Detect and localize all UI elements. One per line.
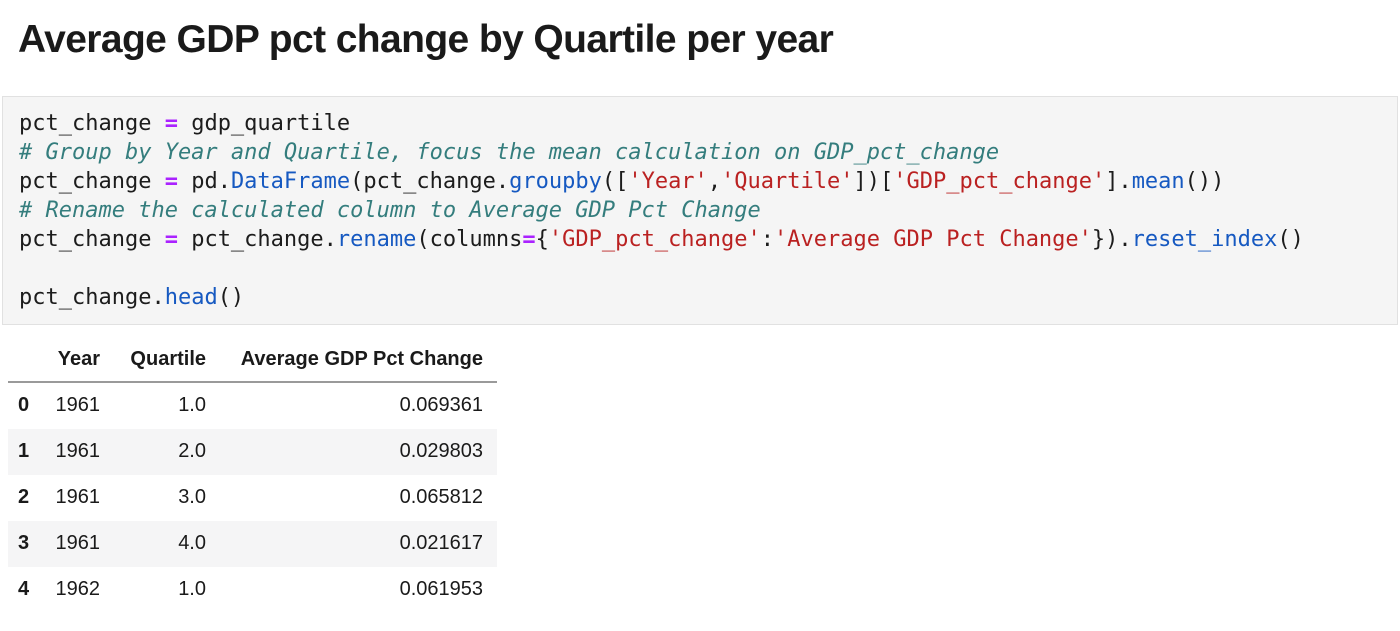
code-line: # Rename the calculated column to Averag… [19, 196, 1381, 225]
code-line: pct_change.head() [19, 283, 1381, 312]
table-row: 3 1961 4.0 0.021617 [8, 521, 497, 567]
code-token-func: rename [336, 227, 417, 252]
code-token-plain: { [535, 227, 549, 252]
year-cell: 1961 [55, 532, 101, 554]
code-token-plain: ])[ [853, 169, 894, 194]
code-token-op: = [164, 111, 178, 136]
code-line: pct_change = gdp_quartile [19, 109, 1381, 138]
row-index-cell: 4 [18, 578, 30, 600]
code-token-plain: pct_change. [177, 227, 337, 252]
code-token-op: = [164, 169, 178, 194]
code-token-str: 'Average GDP Pct Change' [774, 227, 1092, 252]
table-row: 0 1961 1.0 0.069361 [8, 382, 497, 429]
table-row: 4 1962 1.0 0.061953 [8, 567, 497, 613]
avg-gdp-pct-change-cell: 0.069361 [399, 394, 483, 416]
code-cell: pct_change = gdp_quartile # Group by Year… [2, 96, 1398, 325]
code-token-plain: () [217, 285, 245, 310]
code-token-plain: pct_change [19, 169, 165, 194]
code-token-plain: pct_change [19, 227, 165, 252]
code-token-func: DataFrame [230, 169, 351, 194]
column-header-avg-gdp-pct-change: Average GDP Pct Change [206, 339, 497, 383]
dataframe-body: 0 1961 1.0 0.069361 1 1961 2.0 0.029803 2 1961 3.0… [8, 382, 497, 613]
code-line: pct_change = pct_change.rename(columns={… [19, 225, 1381, 254]
code-line: pct_change = pd.DataFrame(pct_change.gro… [19, 167, 1381, 196]
code-token-plain: (columns [416, 227, 523, 252]
code-token-plain: () [1277, 227, 1304, 252]
quartile-cell: 1.0 [178, 394, 206, 416]
code-token-plain: ([ [601, 169, 629, 194]
column-header-quartile: Quartile [100, 339, 206, 383]
code-token-plain: pct_change [19, 111, 165, 136]
table-row: 2 1961 3.0 0.065812 [8, 475, 497, 521]
code-line [19, 254, 1381, 283]
code-token-func: mean [1131, 169, 1185, 194]
code-token-op: = [164, 227, 178, 252]
quartile-cell: 1.0 [178, 578, 206, 600]
avg-gdp-pct-change-cell: 0.021617 [399, 532, 483, 554]
code-token-op: = [522, 227, 536, 252]
column-header-year: Year [42, 339, 100, 383]
code-token-plain: ()) [1184, 169, 1225, 194]
avg-gdp-pct-change-cell: 0.061953 [399, 578, 483, 600]
header-row: Year Quartile Average GDP Pct Change [8, 339, 497, 383]
row-index-cell: 1 [18, 440, 30, 462]
code-token-plain: pct_change. [19, 285, 165, 310]
table-row: 1 1961 2.0 0.029803 [8, 429, 497, 475]
row-index-cell: 3 [18, 532, 30, 554]
code-token-comment: # Rename the calculated column to Averag… [19, 198, 761, 223]
code-token-str: 'GDP_pct_change' [893, 169, 1106, 194]
avg-gdp-pct-change-cell: 0.065812 [399, 486, 483, 508]
code-token-func: groupby [509, 169, 602, 194]
code-token-str: 'Quartile' [721, 169, 854, 194]
quartile-cell: 3.0 [178, 486, 206, 508]
row-index-cell: 2 [18, 486, 30, 508]
code-token-plain: , [707, 169, 722, 194]
code-token-plain: pd. [177, 169, 231, 194]
code-token-plain: : [760, 227, 775, 252]
code-token-plain: ]. [1105, 169, 1132, 194]
quartile-cell: 2.0 [178, 440, 206, 462]
avg-gdp-pct-change-cell: 0.029803 [399, 440, 483, 462]
year-cell: 1961 [55, 486, 101, 508]
year-cell: 1961 [55, 394, 101, 416]
code-token-func: head [164, 285, 218, 310]
row-index-cell: 0 [18, 394, 30, 416]
page-title: Average GDP pct change by Quartile per y… [18, 18, 834, 61]
code-token-plain: gdp_quartile [177, 111, 351, 136]
quartile-cell: 4.0 [178, 532, 206, 554]
code-token-plain: }). [1091, 227, 1132, 252]
code-line: # Group by Year and Quartile, focus the … [19, 138, 1381, 167]
code-token-plain: (pct_change. [350, 169, 510, 194]
year-cell: 1962 [55, 578, 101, 600]
dataframe-header: Year Quartile Average GDP Pct Change [8, 339, 497, 383]
dataframe-table: Year Quartile Average GDP Pct Change 0 19… [8, 339, 497, 613]
index-column-header [8, 339, 42, 383]
code-token-func: reset_index [1131, 227, 1278, 252]
year-cell: 1961 [55, 440, 101, 462]
code-token-str: 'Year' [628, 169, 708, 194]
code-token-comment: # Group by Year and Quartile, focus the … [19, 140, 1000, 165]
code-token-str: 'GDP_pct_change' [548, 227, 761, 252]
